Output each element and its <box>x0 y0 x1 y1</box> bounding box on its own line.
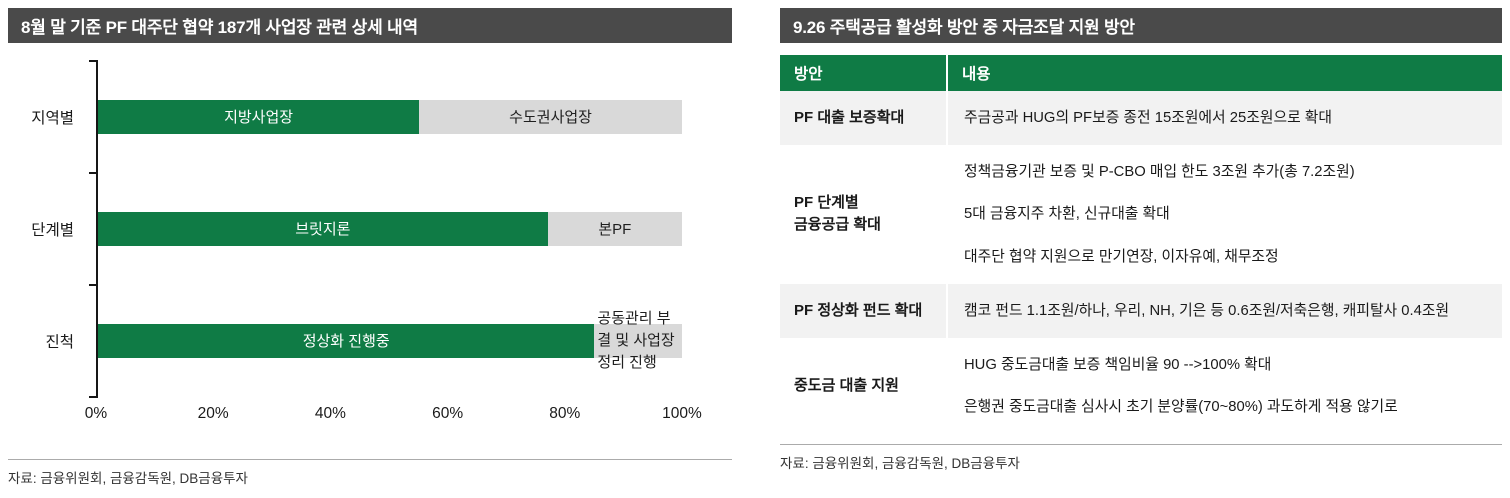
table-title: 9.26 주택공급 활성화 방안 중 자금조달 지원 방안 <box>780 8 1502 43</box>
plan-cell: PF 대출 보증확대 <box>780 91 948 146</box>
detail-line: 정책금융기관 보증 및 P-CBO 매입 한도 3조원 추가(총 7.2조원) <box>964 164 1355 181</box>
x-tick-label: 40% <box>314 405 346 422</box>
detail-line: HUG 중도금대출 보증 책임비율 90 -->100% 확대 <box>964 356 1272 373</box>
plan-cell: PF 단계별 금융공급 확대 <box>780 145 948 284</box>
table-row: PF 단계별 금융공급 확대 정책금융기관 보증 및 P-CBO 매입 한도 3조… <box>780 145 1502 284</box>
x-tick-label: 0% <box>84 405 108 422</box>
detail-line: 5대 금융지주 차환, 신규대출 확대 <box>964 206 1170 223</box>
source-note: 자료: 금융위원회, 금융감독원, DB금융투자 <box>780 456 1020 472</box>
detail-line: 은행권 중도금대출 심사시 초기 분양률(70~80%) 과도하게 적용 않기로 <box>964 399 1398 416</box>
plan-cell: PF 정상화 펀드 확대 <box>780 283 948 338</box>
stacked-bar: 브릿지론 본PF <box>98 211 682 246</box>
bar-segment: 공동관리 부결 및 사업장 정리 진행 <box>594 310 682 371</box>
bar-segment-label: 수도권사업장 <box>509 109 592 127</box>
table-body: PF 대출 보증확대 주금공과 HUG의 PF보증 종전 15조원에서 25조원으… <box>780 91 1502 435</box>
chart-bar-row: 지방사업장 수도권사업장 <box>98 61 682 173</box>
bar-segment: 정상화 진행중 <box>98 323 595 358</box>
category-label: 지역별 <box>31 109 74 127</box>
divider <box>780 444 1502 446</box>
bar-segment-label: 본PF <box>598 221 632 239</box>
y-axis-tick <box>89 396 98 398</box>
detail-line: 주금공과 HUG의 PF보증 종전 15조원에서 25조원으로 확대 <box>964 110 1333 126</box>
bar-segment: 브릿지론 <box>98 211 548 246</box>
bar-segment-label: 브릿지론 <box>295 221 351 239</box>
stacked-bar: 정상화 진행중 공동관리 부결 및 사업장 정리 진행 <box>98 310 682 371</box>
bar-segment-label: 공동관리 부결 및 사업장 정리 진행 <box>597 310 675 371</box>
policy-table: 방안 내용 PF 대출 보증확대 주금공과 HUG의 PF보증 종전 15조원에서… <box>780 55 1502 435</box>
detail-line: 대주단 협약 지원으로 만기연장, 이자유예, 채무조정 <box>964 248 1279 265</box>
bar-segment: 수도권사업장 <box>419 99 682 134</box>
x-tick-label: 100% <box>662 405 702 422</box>
source-note: 자료: 금융위원회, 금융감독원, DB금융투자 <box>8 471 248 486</box>
table-row: PF 대출 보증확대 주금공과 HUG의 PF보증 종전 15조원에서 25조원으… <box>780 91 1502 146</box>
table-row: PF 정상화 펀드 확대 캠코 펀드 1.1조원/하나, 우리, NH, 기은 등… <box>780 283 1502 338</box>
details-cell: 정책금융기관 보증 및 P-CBO 매입 한도 3조원 추가(총 7.2조원) 5… <box>948 145 1502 284</box>
x-tick-label: 80% <box>549 405 581 422</box>
x-tick-label: 60% <box>432 405 464 422</box>
detail-line: 캠코 펀드 1.1조원/하나, 우리, NH, 기은 등 0.6조원/저축은행,… <box>964 302 1450 319</box>
y-axis-tick <box>89 171 98 174</box>
bar-segment: 본PF <box>547 211 682 246</box>
y-axis-tick <box>89 283 98 286</box>
divider <box>8 459 732 460</box>
table-row: 중도금 대출 지원 HUG 중도금대출 보증 책임비율 90 -->100% 확대… <box>780 337 1502 435</box>
plan-cell: 중도금 대출 지원 <box>780 337 948 435</box>
chart-bar-row: 정상화 진행중 공동관리 부결 및 사업장 정리 진행 <box>98 285 682 397</box>
right-panel: 9.26 주택공급 활성화 방안 중 자금조달 지원 방안 방안 내용 PF 대… <box>780 8 1502 472</box>
category-label: 단계별 <box>31 221 74 239</box>
bar-segment: 지방사업장 <box>98 99 420 134</box>
table-header-row: 방안 내용 <box>780 55 1502 91</box>
bar-segment-label: 지방사업장 <box>224 109 294 127</box>
category-label: 진척 <box>45 333 74 351</box>
stacked-bar: 지방사업장 수도권사업장 <box>98 99 682 134</box>
x-axis-labels: 0% 20% 40% 60% 80% 100% <box>85 405 702 427</box>
y-axis-tick <box>89 60 98 62</box>
x-tick-label: 20% <box>197 405 229 422</box>
chart-title: 8월 말 기준 PF 대주단 협약 187개 사업장 관련 상세 내역 <box>8 8 732 43</box>
details-cell: 주금공과 HUG의 PF보증 종전 15조원에서 25조원으로 확대 <box>948 91 1502 145</box>
chart-bar-row: 브릿지론 본PF <box>98 173 682 285</box>
header-cell-plan: 방안 <box>780 55 948 91</box>
details-cell: 캠코 펀드 1.1조원/하나, 우리, NH, 기은 등 0.6조원/저축은행,… <box>948 284 1502 338</box>
header-cell-detail: 내용 <box>962 66 991 83</box>
bar-segment-label: 정상화 진행중 <box>302 333 390 351</box>
